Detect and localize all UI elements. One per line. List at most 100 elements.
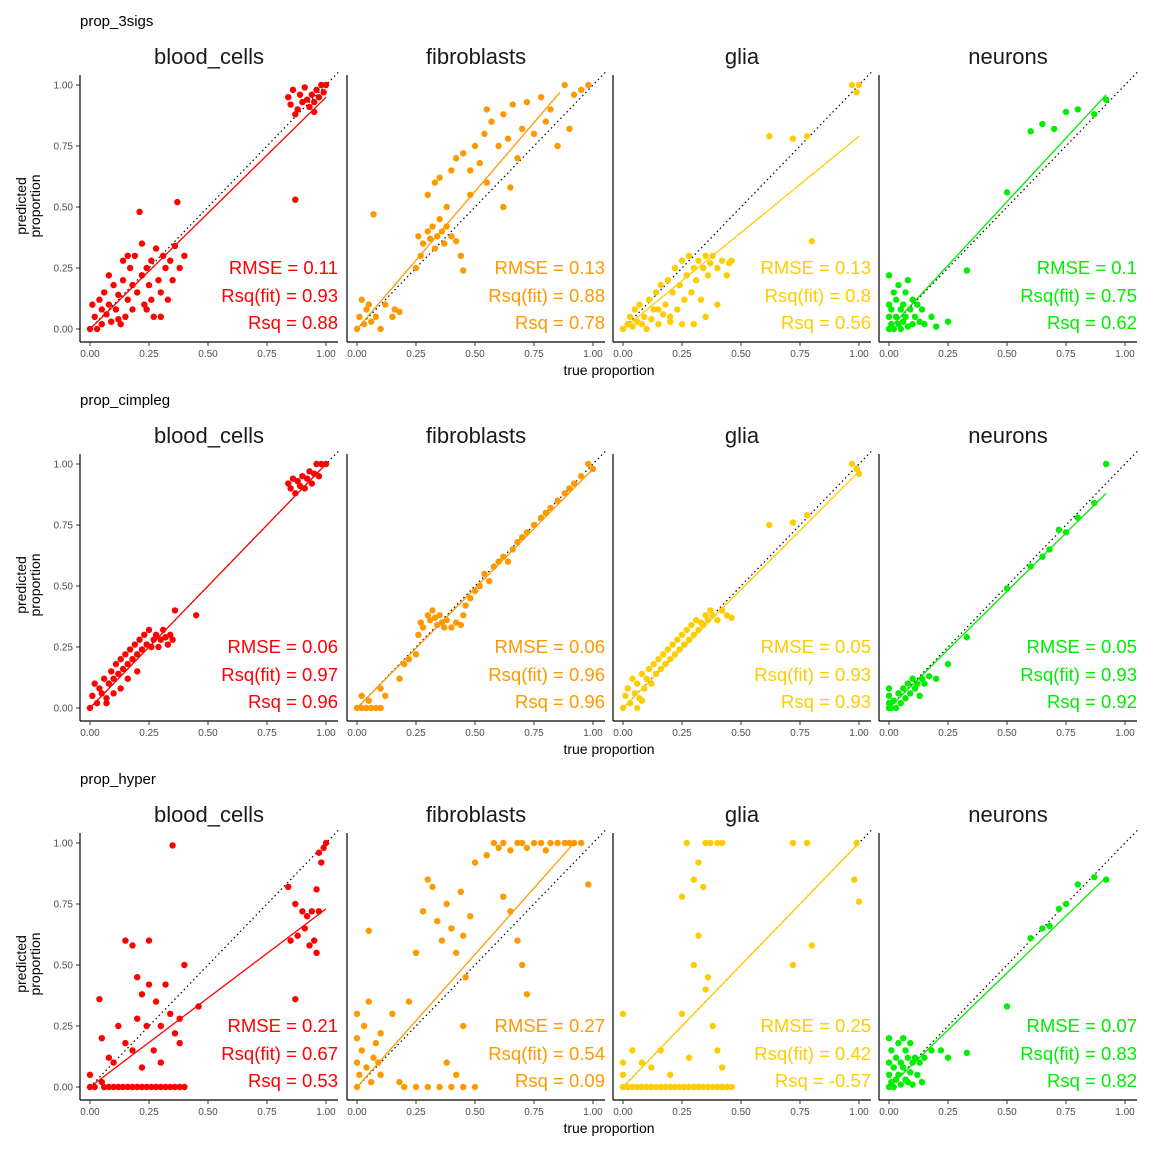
scatter-point bbox=[718, 1083, 726, 1091]
scatter-point bbox=[483, 179, 490, 186]
scatter-point bbox=[141, 301, 148, 308]
fit-line bbox=[622, 470, 860, 709]
scatter-point bbox=[126, 646, 134, 653]
scatter-point bbox=[448, 925, 455, 932]
stat-label: RMSE = 0.11 bbox=[229, 257, 338, 278]
row-title: prop_3sigs bbox=[80, 13, 153, 30]
scatter-point bbox=[619, 1059, 627, 1066]
y-tick-label: 0.25 bbox=[54, 1022, 74, 1033]
scatter-point bbox=[700, 264, 707, 272]
scatter-point bbox=[674, 636, 681, 643]
scatter-point bbox=[129, 306, 136, 313]
scatter-point bbox=[313, 86, 320, 94]
scatter-point bbox=[619, 1071, 627, 1078]
scatter-point bbox=[124, 660, 131, 668]
stat-label: Rsq(fit) = 0.54 bbox=[488, 1043, 605, 1064]
scatter-point bbox=[664, 646, 672, 653]
scatter-point bbox=[1027, 128, 1034, 135]
scatter-point bbox=[145, 626, 153, 634]
x-tick-label: 0.00 bbox=[879, 1107, 899, 1118]
scatter-point bbox=[462, 974, 469, 981]
scatter-point bbox=[1003, 189, 1011, 196]
scatter-point bbox=[122, 651, 129, 658]
scatter-point bbox=[678, 893, 686, 900]
fit-line bbox=[888, 94, 1107, 330]
scatter-point bbox=[1039, 925, 1046, 932]
scatter-point bbox=[678, 1010, 686, 1017]
scatter-point bbox=[897, 1059, 904, 1066]
scatter-point bbox=[888, 320, 895, 328]
scatter-point bbox=[134, 289, 141, 296]
scatter-point bbox=[155, 643, 162, 651]
scatter-point bbox=[124, 1083, 131, 1091]
scatter-point bbox=[685, 636, 693, 643]
scatter-point bbox=[124, 675, 131, 682]
scatter-point bbox=[925, 673, 933, 680]
stat-label: RMSE = 0.05 bbox=[1026, 636, 1137, 657]
scatter-point bbox=[683, 626, 690, 634]
scatter-point bbox=[176, 1039, 183, 1047]
stats-annotation: RMSE = 0.13 Rsq(fit) = 0.8 Rsq = 0.56 bbox=[760, 257, 871, 333]
scatter-point bbox=[412, 1083, 420, 1091]
scatter-point bbox=[714, 301, 721, 308]
x-tick-label: 0.00 bbox=[347, 349, 367, 360]
scatter-point bbox=[318, 859, 325, 866]
scatter-point bbox=[401, 1083, 408, 1091]
scatter-point bbox=[169, 636, 176, 643]
scatter-point bbox=[902, 289, 909, 296]
scatter-point bbox=[110, 690, 117, 697]
scatter-point bbox=[167, 1010, 174, 1017]
scatter-point bbox=[303, 913, 311, 920]
scatter-point bbox=[483, 852, 490, 859]
scatter-point bbox=[292, 111, 299, 118]
scatter-point bbox=[892, 313, 900, 320]
scatter-points bbox=[619, 839, 863, 1091]
scatter-point bbox=[389, 1010, 396, 1017]
scatter-point bbox=[585, 881, 592, 888]
scatter-point bbox=[641, 685, 648, 692]
scatter-point bbox=[907, 1039, 914, 1047]
scatter-point bbox=[714, 1047, 721, 1054]
scatter-point bbox=[448, 1083, 455, 1091]
scatter-point bbox=[904, 1078, 912, 1086]
scatter-point bbox=[303, 475, 311, 482]
x-tick-label: 0.00 bbox=[347, 728, 367, 739]
scatter-point bbox=[358, 1047, 365, 1054]
scatter-point bbox=[803, 512, 811, 519]
fit-line bbox=[89, 908, 327, 1088]
scatter-point bbox=[643, 675, 650, 682]
scatter-point bbox=[899, 685, 907, 692]
scatter-point bbox=[162, 634, 169, 641]
scatter-point bbox=[885, 692, 893, 699]
scatter-point bbox=[671, 1083, 679, 1091]
x-tick-label: 1.00 bbox=[583, 1107, 603, 1118]
fit-line bbox=[89, 463, 327, 709]
scatter-point bbox=[476, 159, 483, 167]
scatter-point bbox=[911, 1054, 919, 1061]
x-tick-label: 0.75 bbox=[524, 728, 544, 739]
scatter-point bbox=[490, 839, 498, 847]
stat-label: Rsq(fit) = 0.75 bbox=[1020, 285, 1137, 306]
scatter-point bbox=[129, 1083, 136, 1091]
scatter-point bbox=[624, 685, 631, 692]
scatter-point bbox=[728, 257, 735, 264]
scatter-point bbox=[690, 876, 697, 883]
scatter-point bbox=[700, 1083, 707, 1091]
scatter-point bbox=[294, 477, 301, 485]
scatter-point bbox=[697, 296, 705, 303]
scatter-point bbox=[519, 534, 526, 541]
scatter-point bbox=[353, 1035, 361, 1042]
facet-fibroblasts: fibroblasts 0.00 0.25 0.50 0.75 1.00 RMSE = 0.… bbox=[346, 423, 608, 739]
scatter-point bbox=[667, 656, 674, 663]
scatter-point bbox=[652, 289, 660, 296]
x-tick-label: 0.50 bbox=[731, 349, 751, 360]
scatter-point bbox=[692, 616, 700, 624]
scatter-point bbox=[424, 876, 431, 883]
scatter-point bbox=[426, 616, 434, 624]
scatter-point bbox=[112, 306, 120, 313]
scatter-point bbox=[667, 318, 674, 325]
scatter-point bbox=[638, 1059, 646, 1066]
scatter-point bbox=[629, 675, 636, 682]
scatter-point bbox=[110, 281, 117, 289]
scatter-point bbox=[933, 323, 940, 330]
